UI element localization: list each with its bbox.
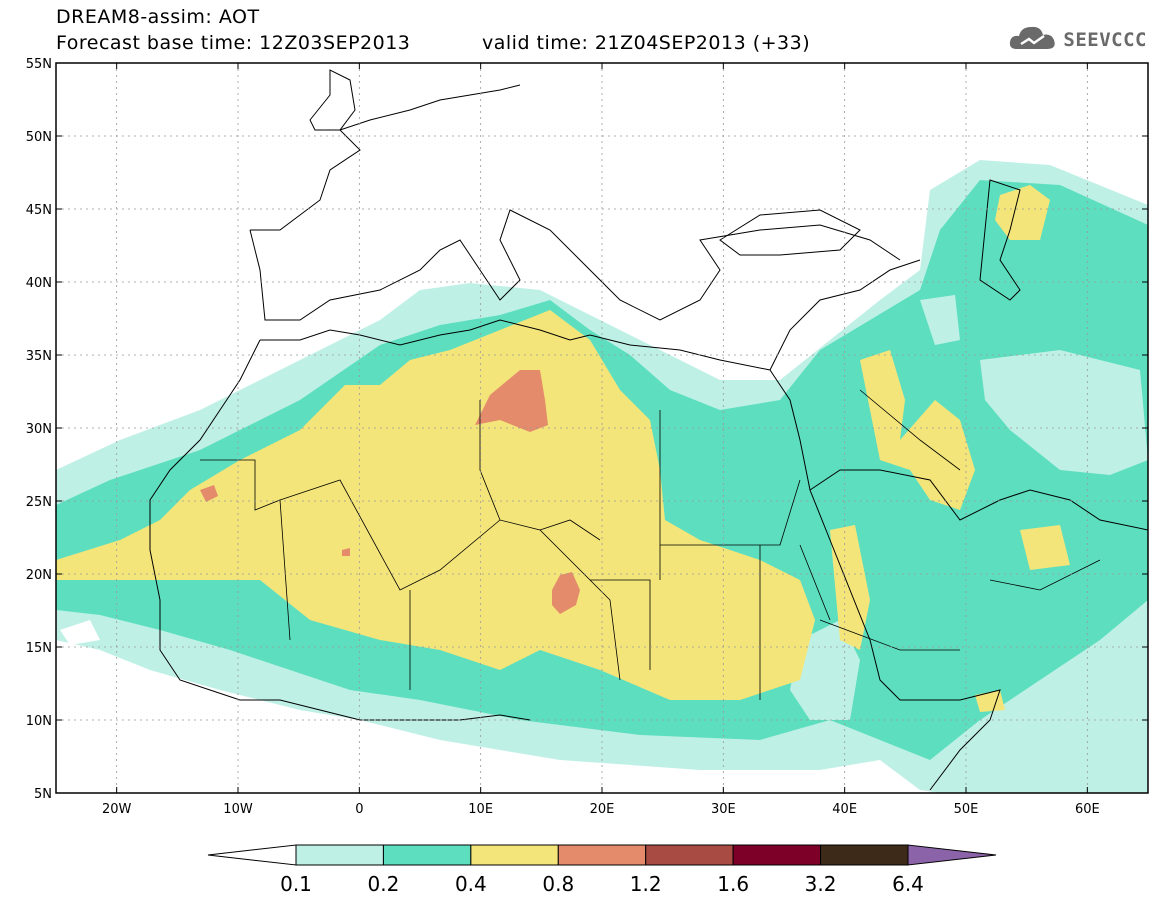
lon-tick-label: 20W — [102, 802, 132, 817]
aot-band-0.4-red-sea — [830, 525, 870, 650]
country-borders — [200, 389, 1101, 700]
colorbar-label: 3.2 — [804, 872, 837, 896]
lat-tick-label: 5N — [34, 787, 52, 802]
lat-tick-label: 30N — [26, 422, 52, 437]
aot-band-0.8-chad — [552, 572, 580, 614]
colorbar-box — [645, 844, 734, 866]
lon-tick-label: 10E — [468, 802, 493, 817]
uk-coastline — [309, 69, 356, 131]
lon-tick-label: 60E — [1075, 802, 1100, 817]
lon-tick-label: 0 — [355, 802, 363, 817]
aot-band-0.4-arabia — [860, 350, 975, 510]
colorbar-label: 0.8 — [542, 872, 575, 896]
coastlines — [149, 69, 1148, 791]
aot-hole-atlantic — [60, 620, 100, 645]
colorbar-label: 0.1 — [280, 872, 312, 896]
lat-tick-label: 15N — [26, 641, 52, 656]
colorbar-box — [470, 844, 559, 866]
aot-band-0.8-libya — [475, 370, 548, 432]
lat-tick-label: 40N — [26, 276, 52, 291]
colorbar-label: 0.2 — [367, 872, 400, 896]
lon-tick-label: 30E — [711, 802, 736, 817]
aot-band-0.4-yemen — [975, 690, 1005, 712]
aot-hole-arabia — [980, 350, 1148, 475]
lat-tick-label: 55N — [26, 57, 52, 72]
aot-band-0.8-sahara — [200, 485, 218, 502]
colorbar-under-arrow — [207, 844, 297, 866]
colorbar-over-arrow — [907, 844, 997, 866]
lon-tick-label: 20E — [590, 802, 615, 817]
lat-tick-label: 35N — [26, 349, 52, 364]
lat-tick-label: 45N — [26, 203, 52, 218]
africa-coastline — [149, 319, 1001, 791]
aot-band-0.4-oman — [1020, 525, 1070, 570]
black-sea-coastline — [719, 209, 861, 256]
colorbar-box — [732, 844, 822, 866]
colorbar-box — [295, 844, 384, 866]
seevccc-logo: SEEVCCC — [1007, 24, 1147, 56]
aot-hole-caspian — [920, 295, 960, 345]
chart-title: DREAM8-assim: AOT — [56, 6, 260, 28]
middle-east-coastline — [769, 259, 1148, 531]
gridlines — [56, 63, 1148, 793]
latitude-axis: 5N 10N 15N 20N 25N 30N 35N 40N 45N 50N 55N — [26, 57, 1148, 802]
aot-band-0.8-mali — [342, 548, 350, 556]
colorbar-label: 0.4 — [454, 872, 487, 896]
colorbar — [207, 844, 997, 866]
aot-band-0.4 — [56, 310, 815, 700]
lon-tick-label: 10W — [223, 802, 253, 817]
colorbar-box — [382, 844, 472, 866]
lat-tick-label: 10N — [26, 714, 52, 729]
lon-tick-label: 50E — [954, 802, 979, 817]
colorbar-label: 6.4 — [892, 872, 924, 896]
lat-tick-label: 25N — [26, 495, 52, 510]
forecast-base-time: Forecast base time: 12Z03SEP2013 — [56, 32, 411, 54]
lon-tick-label: 40E — [832, 802, 857, 817]
logo-text: SEEVCCC — [1063, 29, 1147, 51]
colorbar-box — [820, 844, 909, 866]
colorbar-box — [557, 844, 647, 866]
aot-band-0.4-caspian — [995, 185, 1050, 240]
europe-coastline — [249, 84, 901, 321]
lat-tick-label: 20N — [26, 568, 52, 583]
longitude-axis: 20W 10W 0 10E 20E 30E 40E 50E 60E — [102, 63, 1100, 817]
colorbar-label: 1.2 — [629, 872, 662, 896]
valid-time: valid time: 21Z04SEP2013 (+33) — [482, 32, 811, 54]
lat-tick-label: 50N — [26, 130, 52, 145]
caspian-coastline — [979, 179, 1021, 301]
cloud-icon — [1007, 23, 1059, 58]
colorbar-label: 1.6 — [717, 872, 750, 896]
aot-contours — [56, 160, 1148, 793]
